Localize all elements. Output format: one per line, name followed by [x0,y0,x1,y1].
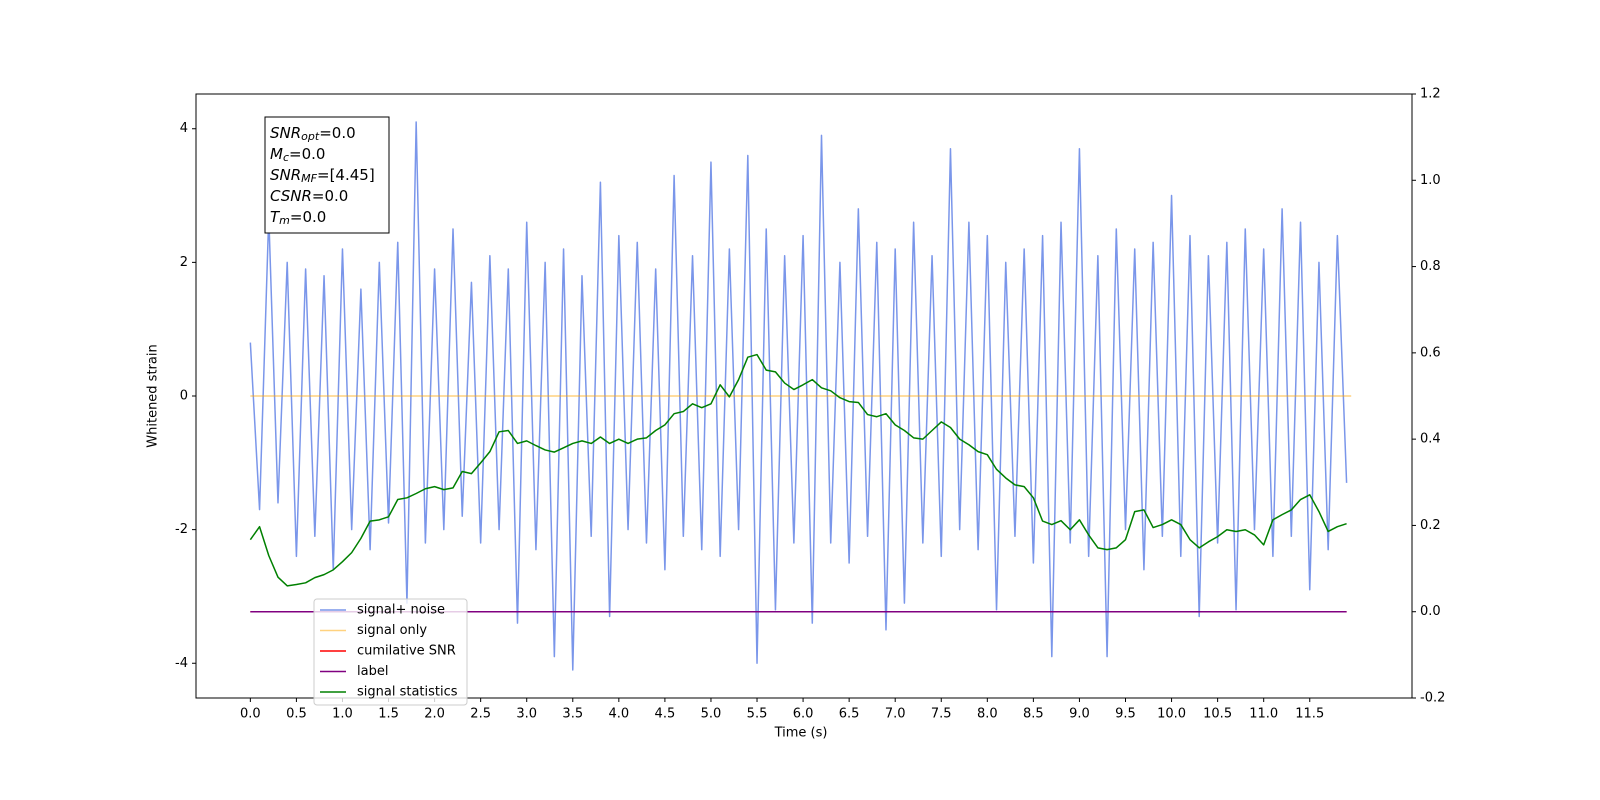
y2-tick-label: 0.2 [1420,518,1441,533]
x-tick-label: 2.0 [424,707,445,722]
annotation-value: =0.0 [319,124,355,142]
annotation-subscript: opt [301,130,320,143]
y2-tick-label: 1.2 [1420,87,1441,102]
series-line [249,353,1347,587]
x-tick-label: 4.0 [608,707,629,722]
legend-frame [313,598,468,706]
legend-label: signal only [357,623,427,638]
x-tick-label: 4.5 [655,707,676,722]
annotation-line: CSNR=0.0 [270,187,348,205]
annotation-value: =0.0 [289,145,325,163]
x-tick-label: 1.0 [332,707,353,722]
x-tick-label: 0.5 [286,707,307,722]
x-tick-label: 6.5 [839,707,860,722]
annotation-box: SNRopt=0.0Mc=0.0SNRMF=[4.45]CSNR=0.0Tm=0… [264,116,390,234]
annotation-value: =[4.45] [317,166,375,184]
legend: signal+ noise signal only cumilative SNR la… [313,598,468,706]
y-tick-label: -2 [175,522,188,537]
x-tick-label: 9.5 [1115,707,1136,722]
annotation-subscript: MF [301,172,317,185]
y2-tick-label: 0.6 [1420,345,1441,360]
y2-tick-label: 0.8 [1420,259,1441,274]
annotation-symbol: T [270,208,281,226]
y2-tick-label: 1.0 [1420,173,1441,188]
x-tick-label: 10.5 [1203,707,1232,722]
x-tick-label: 7.5 [931,707,952,722]
x-tick-label: 3.0 [516,707,537,722]
annotation-value: =0.0 [290,208,326,226]
x-tick-label: 8.0 [977,707,998,722]
series-line [249,121,1348,671]
x-tick-label: 5.5 [747,707,768,722]
x-tick-label: 5.0 [701,707,722,722]
legend-label: signal+ noise [357,603,445,618]
y-tick-label: 4 [180,121,188,136]
x-tick-label: 6.0 [793,707,814,722]
legend-label: label [357,664,388,679]
annotation-frame [264,116,390,234]
y2-tick-label: 0.0 [1420,604,1441,619]
x-tick-label: 11.5 [1295,707,1324,722]
annotation-symbol: CSNR [270,187,312,205]
x-tick-label: 0.0 [240,707,261,722]
x-tick-label: 3.5 [562,707,583,722]
x-tick-label: 2.5 [470,707,491,722]
legend-label: cumilative SNR [357,644,456,659]
x-tick-label: 7.0 [885,707,906,722]
y-tick-label: 0 [180,389,188,404]
x-tick-label: 11.0 [1249,707,1278,722]
x-tick-label: 8.5 [1023,707,1044,722]
annotation-symbol: SNR [270,124,301,142]
y-axis-label: Whitened strain [146,344,161,447]
annotation-subscript: m [279,214,290,227]
x-tick-label: 9.0 [1069,707,1090,722]
y-tick-label: 2 [180,255,188,270]
annotation-subscript: c [283,151,289,164]
annotation-value: =0.0 [312,187,348,205]
legend-label: signal statistics [357,685,458,700]
y2-tick-label: 0.4 [1420,432,1441,447]
x-axis-label: Time (s) [774,726,828,741]
annotation-symbol: SNR [270,166,301,184]
annotation-symbol: M [270,145,283,163]
y2-tick-label: -0.2 [1420,691,1445,706]
x-tick-label: 10.0 [1157,707,1186,722]
annotation-line: Tm=0.0 [270,208,326,228]
x-tick-label: 1.5 [378,707,399,722]
annotation-line: SNRopt=0.0 [270,124,356,144]
y-tick-label: -4 [175,656,188,671]
annotation-line: SNRMF=[4.45] [270,166,375,186]
annotation-line: Mc=0.0 [270,145,325,165]
